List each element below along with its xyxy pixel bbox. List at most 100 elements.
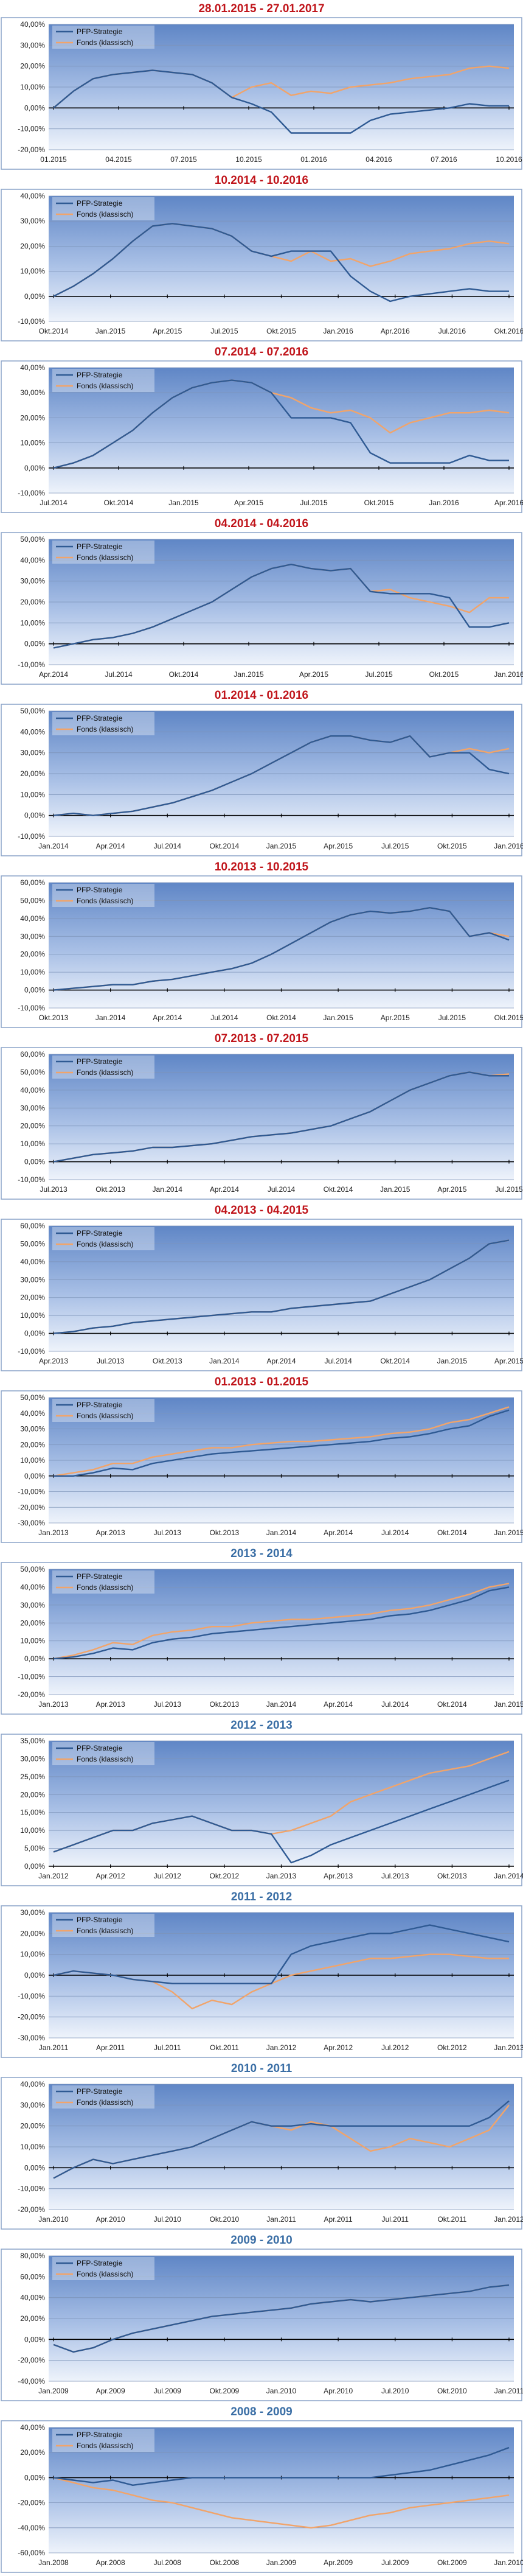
y-tick-label: 60,00%	[20, 1222, 45, 1230]
legend-label: PFP-Strategie	[77, 371, 123, 379]
legend-box	[52, 541, 154, 564]
legend-box	[52, 2257, 154, 2280]
x-tick-label: Okt.2013	[39, 1013, 69, 1022]
x-tick-label: Okt.2009	[210, 2387, 240, 2395]
y-tick-label: 10,00%	[20, 439, 45, 447]
y-tick-label: 20,00%	[20, 950, 45, 959]
x-tick-label: Okt.2015	[429, 670, 459, 679]
x-tick-label: Jul.2015	[210, 327, 238, 335]
x-tick-label: Jul.2009	[381, 2558, 409, 2567]
line-chart: -10,00% 0,00% 10,00% 20,00% 30,00% 40,00% Okt.…	[1, 189, 523, 341]
y-tick-label: 40,00%	[20, 556, 45, 564]
y-tick-label: 40,00%	[20, 1258, 45, 1266]
x-tick-label: Okt.2010	[437, 2387, 467, 2395]
y-tick-label: 50,00%	[20, 1068, 45, 1076]
chart-panel: 10.2013 - 10.2015 -10,00% 0,00% 10,00% 20,00…	[0, 858, 523, 1030]
x-tick-label: Apr.2015	[494, 1357, 523, 1365]
y-tick-label: 40,00%	[20, 2080, 45, 2088]
y-tick-label: 0,00%	[24, 1971, 45, 1979]
y-tick-label: -30,00%	[18, 2034, 45, 2042]
series-line-fonds-klassisch	[53, 1583, 510, 1660]
y-tick-label: 50,00%	[20, 535, 45, 544]
series-line-pfp-strategie	[53, 2446, 510, 2487]
y-tick-label: 30,00%	[20, 1104, 45, 1112]
legend-label: Fonds (klassisch)	[77, 1927, 133, 1935]
line-chart: -40,00% -20,00% 0,00% 20,00% 40,00% 60,00% 80,…	[1, 2249, 523, 2401]
y-tick-label: 20,00%	[20, 413, 45, 422]
line-chart: -10,00% 0,00% 10,00% 20,00% 30,00% 40,00% 50,0…	[1, 532, 523, 685]
x-tick-label: Jul.2008	[154, 2558, 182, 2567]
legend-box	[52, 369, 154, 392]
x-tick-label: Okt.2015	[494, 1013, 523, 1022]
y-tick-label: 40,00%	[20, 1409, 45, 1418]
legend-label: PFP-Strategie	[77, 2087, 123, 2096]
legend: PFP-Strategie Fonds (klassisch)	[52, 2085, 154, 2109]
line-chart: -20,00% -10,00% 0,00% 10,00% 20,00% 30,00% 40,…	[1, 1562, 523, 1715]
y-tick-label: 40,00%	[20, 727, 45, 736]
series-line-pfp-strategie	[53, 379, 509, 469]
y-tick-label: 20,00%	[20, 1790, 45, 1799]
x-tick-label: Jul.2015	[495, 1185, 523, 1194]
chart-panel: 04.2014 - 04.2016 -10,00% 0,00% 10,00% 20,00…	[0, 515, 523, 687]
x-tick-label: Jan.2016	[429, 499, 459, 507]
y-tick-label: -10,00%	[18, 489, 45, 497]
y-tick-label: 35,00%	[20, 1737, 45, 1745]
line-chart: 0,00% 5,00% 10,00% 15,00% 20,00% 25,00% 30,00%…	[1, 1734, 523, 1886]
y-tick-label: -20,00%	[18, 145, 45, 154]
y-tick-label: 10,00%	[20, 968, 45, 976]
y-tick-label: 40,00%	[20, 20, 45, 29]
y-tick-label: -20,00%	[18, 2499, 45, 2507]
y-tick-label: 0,00%	[24, 811, 45, 820]
legend-label: PFP-Strategie	[77, 1229, 123, 1237]
x-tick-label: Okt.2011	[437, 2215, 466, 2224]
legend-box	[52, 1570, 154, 1594]
x-tick-label: Jul.2009	[154, 2387, 182, 2395]
legend-label: Fonds (klassisch)	[77, 897, 133, 905]
y-tick-label: 30,00%	[20, 1425, 45, 1433]
y-tick-label: 60,00%	[20, 1050, 45, 1059]
x-tick-label: Jul.2010	[381, 2387, 409, 2395]
series-line-pfp-strategie	[53, 1924, 510, 1984]
y-tick-label: 0,00%	[24, 1329, 45, 1338]
x-tick-label: Okt.2012	[210, 1872, 240, 1880]
y-tick-label: 0,00%	[24, 292, 45, 301]
series-line-pfp-strategie	[53, 2100, 510, 2179]
y-tick-label: 50,00%	[20, 1393, 45, 1402]
y-tick-label: -10,00%	[18, 832, 45, 841]
x-tick-label: Okt.2015	[364, 499, 394, 507]
legend: PFP-Strategie Fonds (klassisch)	[52, 712, 154, 735]
y-tick-label: 20,00%	[20, 598, 45, 606]
x-tick-label: Apr.2011	[96, 2043, 125, 2052]
plot-area	[49, 2427, 514, 2553]
x-tick-label: Apr.2015	[437, 1185, 466, 1194]
legend-box	[52, 2085, 154, 2109]
x-tick-label: Jan.2010	[494, 2558, 523, 2567]
x-tick-label: Jan.2013	[38, 1528, 69, 1537]
x-tick-label: Jul.2014	[40, 499, 68, 507]
y-tick-label: 10,00%	[20, 267, 45, 276]
y-tick-label: 0,00%	[24, 103, 45, 112]
y-tick-label: 60,00%	[20, 878, 45, 887]
x-tick-label: Okt.2014	[210, 842, 240, 850]
x-tick-label: Jan.2015	[266, 842, 297, 850]
series-line-fonds-klassisch	[53, 2477, 510, 2529]
y-tick-label: 0,00%	[24, 2473, 45, 2482]
y-tick-label: 40,00%	[20, 2423, 45, 2432]
legend-label: PFP-Strategie	[77, 2259, 123, 2267]
y-tick-label: -10,00%	[18, 2185, 45, 2193]
legend-label: Fonds (klassisch)	[77, 553, 133, 562]
y-tick-label: 0,00%	[24, 2163, 45, 2172]
chart-panel: 2011 - 2012 -30,00% -20,00% -10,00% 0,00% 10,…	[0, 1888, 523, 2060]
x-tick-label: Jan.2015	[494, 1528, 523, 1537]
x-tick-label: Apr.2016	[494, 499, 523, 507]
x-tick-label: Apr.2016	[381, 327, 410, 335]
x-tick-label: Jan.2010	[266, 2387, 297, 2395]
chart-title: 04.2014 - 04.2016	[214, 517, 309, 530]
x-tick-label: Jan.2010	[38, 2215, 69, 2224]
x-tick-label: Jul.2011	[382, 2215, 409, 2224]
legend-label: PFP-Strategie	[77, 199, 123, 208]
x-tick-label: Jan.2013	[494, 2043, 523, 2052]
x-tick-label: Jul.2016	[438, 327, 466, 335]
y-tick-label: 30,00%	[20, 388, 45, 397]
chart-title: 01.2013 - 01.2015	[214, 1376, 309, 1388]
